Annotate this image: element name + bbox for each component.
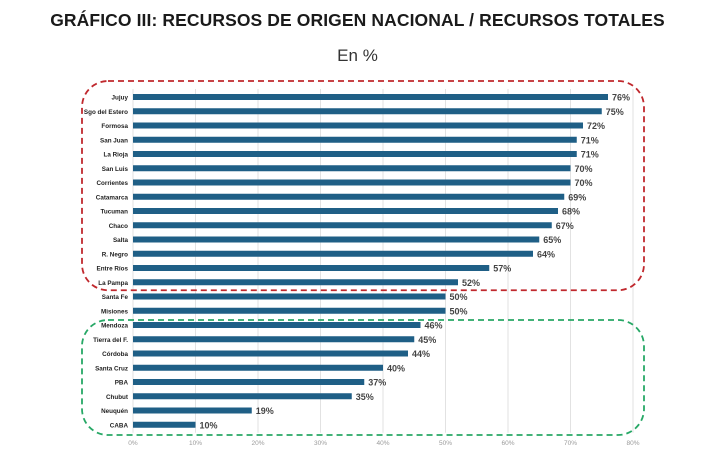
category-label: San Juan	[100, 137, 128, 144]
value-label: 50%	[450, 292, 468, 302]
value-label: 67%	[556, 221, 574, 231]
bar	[133, 250, 533, 257]
value-label: 19%	[256, 406, 274, 416]
value-label: 35%	[356, 392, 374, 402]
value-label: 10%	[200, 420, 218, 430]
group-outlines	[81, 80, 645, 436]
bar	[133, 393, 352, 400]
value-label: 46%	[425, 321, 443, 331]
bar	[133, 364, 383, 371]
bars	[133, 94, 608, 428]
bar	[133, 336, 415, 343]
bar	[133, 193, 565, 200]
bar	[133, 307, 446, 314]
value-label: 71%	[581, 135, 599, 145]
x-tick-label: 70%	[564, 440, 577, 447]
value-label: 75%	[606, 107, 624, 117]
value-label: 70%	[575, 164, 593, 174]
bar	[133, 421, 196, 428]
category-label: Jujuy	[112, 95, 129, 102]
value-label: 70%	[575, 178, 593, 188]
bar	[133, 208, 558, 214]
category-label: Tierra del F.	[93, 337, 128, 344]
value-label: 57%	[493, 264, 511, 274]
bar	[133, 122, 583, 129]
category-label: Chaco	[109, 223, 128, 230]
x-tick-labels: 0% 10% 20% 30% 40% 50% 60% 70% 80%	[128, 440, 639, 447]
category-label: Santa Cruz	[95, 365, 128, 372]
category-labels: Jujuy Sgo del Estero Formosa San Juan La Rio…	[84, 95, 129, 430]
x-tick-label: 10%	[189, 440, 202, 447]
value-label: 45%	[418, 335, 436, 345]
bar	[133, 350, 408, 357]
group-outline-high	[81, 80, 645, 292]
category-label: La Pampa	[98, 280, 128, 287]
value-label: 68%	[562, 207, 580, 217]
category-label: Corrientes	[97, 180, 129, 187]
x-tick-label: 50%	[439, 440, 452, 447]
category-label: R. Negro	[102, 251, 128, 258]
category-label: Mendoza	[101, 323, 128, 330]
bar	[133, 322, 421, 328]
chart-title: GRÁFICO III: RECURSOS DE ORIGEN NACIONAL…	[50, 10, 665, 30]
category-label: Chubut	[106, 394, 129, 401]
value-label: 71%	[581, 150, 599, 160]
x-tick-label: 40%	[376, 440, 389, 447]
bar	[133, 151, 577, 157]
x-tick-label: 20%	[251, 440, 264, 447]
category-label: San Luis	[102, 166, 129, 173]
category-label: Entre Ríos	[97, 266, 129, 273]
bar	[133, 222, 552, 229]
x-tick-label: 60%	[501, 440, 514, 447]
category-label: CABA	[110, 422, 129, 429]
bar	[133, 108, 602, 115]
category-label: Formosa	[101, 123, 128, 130]
bar	[133, 379, 365, 385]
bar	[133, 279, 458, 286]
bar	[133, 265, 490, 271]
category-label: La Rioja	[104, 152, 129, 159]
category-label: Neuquén	[101, 408, 128, 415]
value-label: 37%	[368, 378, 386, 388]
bar	[133, 165, 571, 172]
category-label: PBA	[115, 380, 129, 387]
bar	[133, 236, 540, 243]
value-label: 44%	[412, 349, 430, 359]
category-label: Salta	[113, 237, 129, 244]
category-label: Catamarca	[96, 194, 129, 201]
bar	[133, 293, 446, 300]
bar	[133, 94, 608, 100]
value-label: 64%	[537, 249, 555, 259]
x-tick-label: 0%	[128, 440, 138, 447]
bar	[133, 136, 577, 143]
value-labels: 76% 75%72% 71% 71% 70% 70% 69% 68% 67% 65% 64% 57% 5…	[200, 93, 631, 431]
value-label: 69%	[568, 192, 586, 202]
group-outline-low	[81, 319, 645, 436]
category-label: Santa Fe	[102, 294, 129, 301]
bar	[133, 407, 252, 414]
category-label: Misiones	[101, 308, 128, 315]
x-tick-label: 30%	[314, 440, 327, 447]
value-label: 72%	[587, 121, 605, 131]
x-tick-label: 80%	[626, 440, 639, 447]
bar	[133, 179, 571, 186]
category-label: Córdoba	[102, 351, 128, 358]
category-label: Sgo del Estero	[84, 109, 128, 116]
value-label: 65%	[543, 235, 561, 245]
value-label: 52%	[462, 278, 480, 288]
chart-subtitle: En %	[337, 46, 378, 65]
value-label: 76%	[612, 93, 630, 103]
gridlines	[132, 89, 634, 433]
value-label: 40%	[387, 363, 405, 373]
value-label: 50%	[450, 306, 468, 316]
category-label: Tucuman	[100, 209, 128, 216]
